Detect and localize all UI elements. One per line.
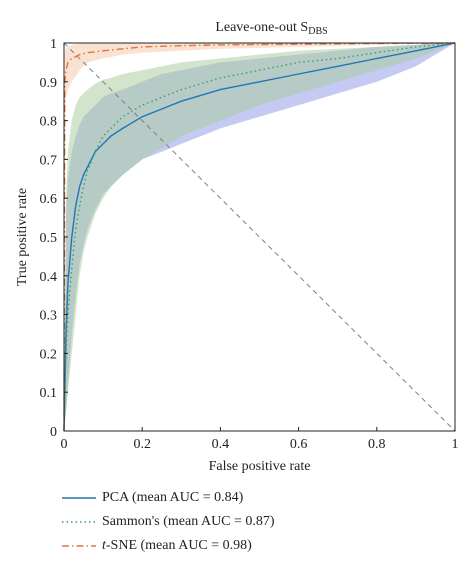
legend: PCA (mean AUC = 0.84) Sammon's (mean AUC… bbox=[62, 486, 442, 558]
legend-label-pca: PCA (mean AUC = 0.84) bbox=[102, 490, 244, 505]
y-tick-label: 0.6 bbox=[40, 192, 58, 207]
y-tick-label: 0.5 bbox=[40, 231, 58, 246]
x-tick-label: 0.2 bbox=[133, 437, 151, 452]
line-pca bbox=[63, 42, 456, 432]
x-tick-label: 0.8 bbox=[368, 437, 386, 452]
y-tick-label: 0.7 bbox=[40, 153, 58, 168]
chart-title-main: Leave-one-out S bbox=[215, 20, 308, 35]
legend-label-sammon: Sammon's (mean AUC = 0.87) bbox=[102, 514, 275, 529]
line-sammon bbox=[63, 42, 456, 432]
y-tick-label: 0.1 bbox=[40, 386, 58, 401]
y-tick-label: 0 bbox=[50, 425, 57, 440]
chart-title: Leave-one-out SDBS bbox=[215, 20, 327, 37]
x-ticks: 0 0.2 0.4 0.6 0.8 1 bbox=[61, 427, 459, 452]
legend-item-sammon: Sammon's (mean AUC = 0.87) bbox=[62, 510, 442, 534]
line-tsne bbox=[63, 42, 456, 432]
y-tick-label: 0.2 bbox=[40, 347, 58, 362]
x-tick-label: 0.4 bbox=[212, 437, 230, 452]
x-tick-label: 1 bbox=[452, 437, 459, 452]
legend-item-pca: PCA (mean AUC = 0.84) bbox=[62, 486, 442, 510]
x-tick-label: 0.6 bbox=[290, 437, 308, 452]
y-ticks: 0 0.1 0.2 0.3 0.4 0.5 0.6 0.7 0.8 0.9 1 bbox=[40, 37, 68, 440]
chance-diagonal bbox=[63, 42, 456, 432]
legend-swatch-tsne bbox=[62, 541, 96, 551]
y-tick-label: 0.4 bbox=[40, 270, 58, 285]
roc-lines bbox=[63, 42, 456, 432]
legend-item-tsne: t-SNE (mean AUC = 0.98) bbox=[62, 534, 442, 558]
x-tick-label: 0 bbox=[61, 437, 68, 452]
legend-swatch-sammon bbox=[62, 517, 96, 527]
x-axis-label: False positive rate bbox=[209, 459, 311, 474]
legend-label-tsne: t-SNE (mean AUC = 0.98) bbox=[102, 538, 252, 554]
legend-label-tsne-italic: t bbox=[102, 538, 106, 553]
y-tick-label: 0.8 bbox=[40, 115, 58, 130]
y-tick-label: 1 bbox=[50, 37, 57, 52]
y-axis-label: True positive rate bbox=[15, 188, 30, 286]
chart-title-subscript: DBS bbox=[308, 26, 327, 37]
y-tick-label: 0.3 bbox=[40, 309, 58, 324]
legend-label-tsne-rest: -SNE (mean AUC = 0.98) bbox=[105, 538, 252, 553]
y-tick-label: 0.9 bbox=[40, 76, 58, 91]
legend-swatch-pca bbox=[62, 493, 96, 503]
